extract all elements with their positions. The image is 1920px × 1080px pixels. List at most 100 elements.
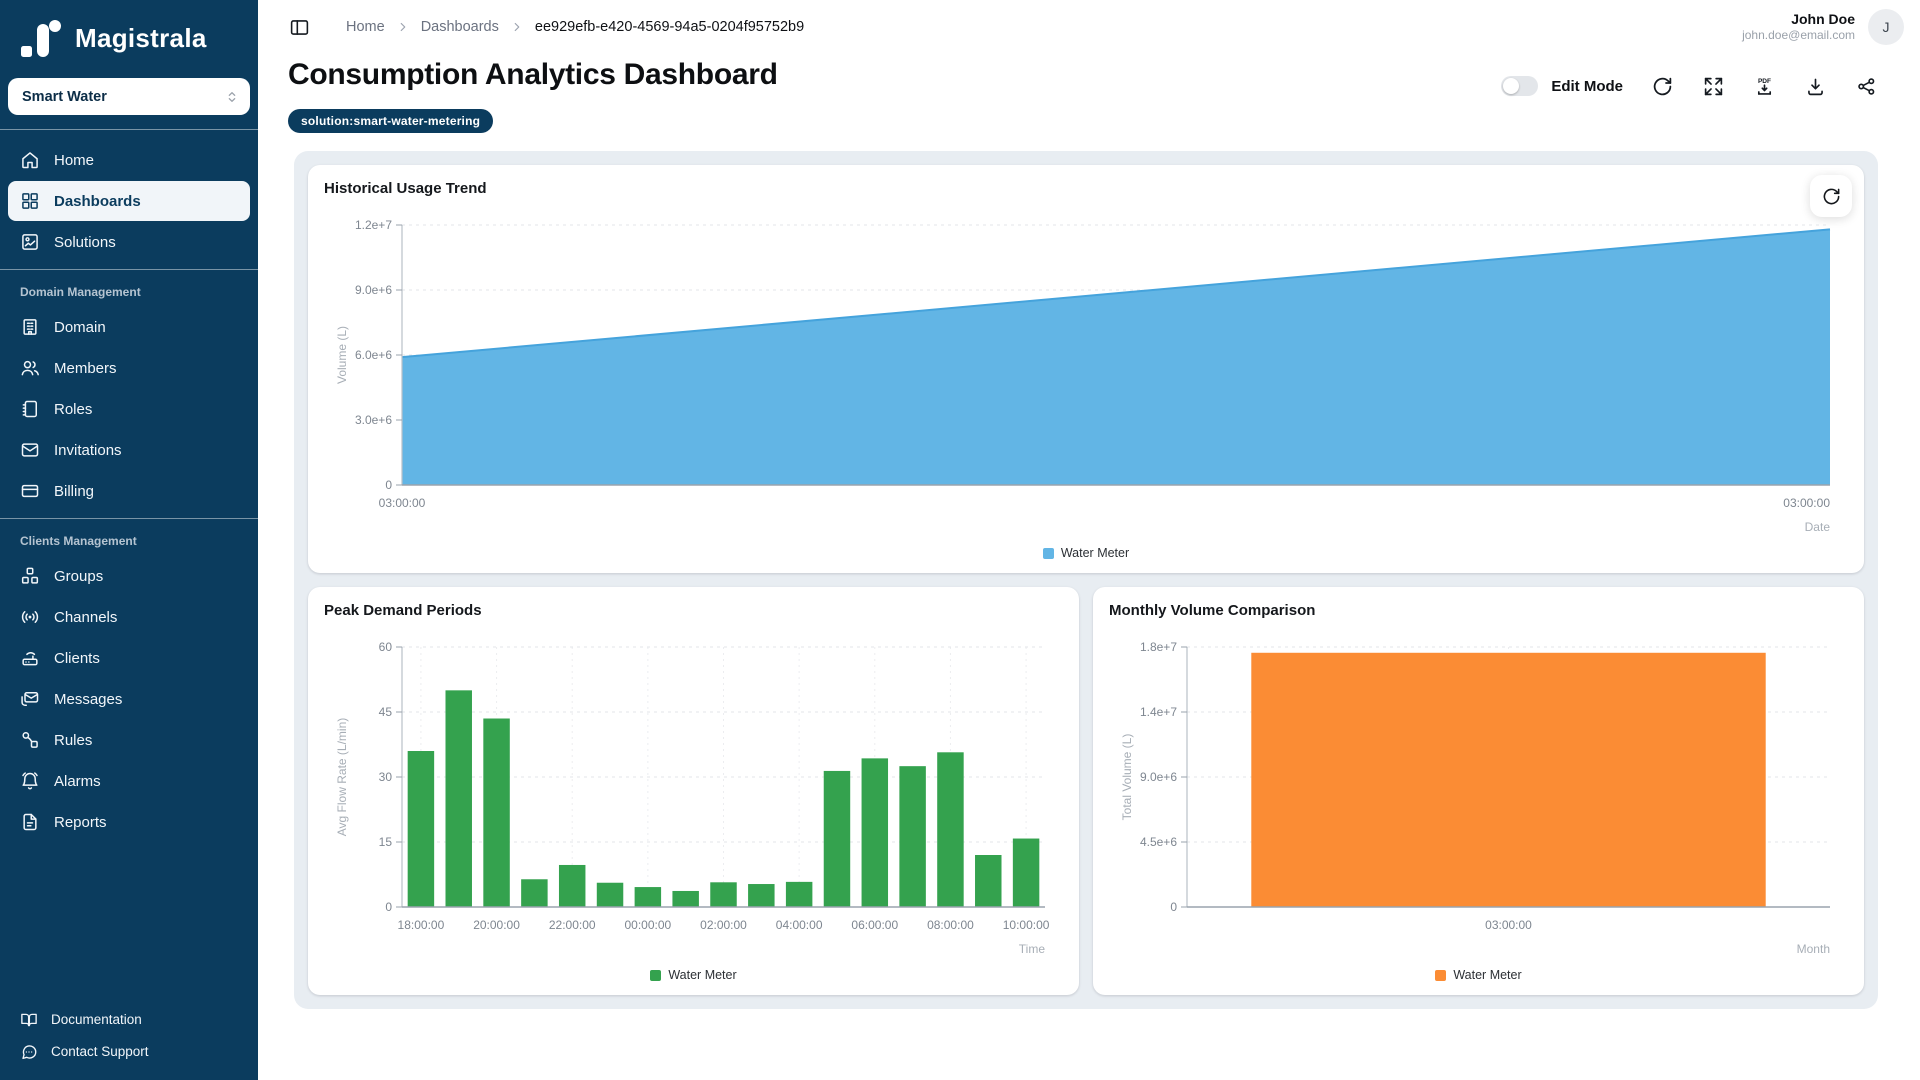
sidebar-nav-clients: Groups Channels Clients Messages Rules A… — [0, 555, 258, 849]
sidebar-item-roles[interactable]: Roles — [8, 389, 250, 429]
chart-legend-water-meter[interactable]: Water Meter — [324, 965, 1063, 985]
fullscreen-button[interactable] — [1701, 74, 1725, 98]
sidebar-divider — [0, 518, 258, 519]
sidebar-item-invitations[interactable]: Invitations — [8, 430, 250, 470]
sidebar-item-domain[interactable]: Domain — [8, 307, 250, 347]
chart-legend-water-meter[interactable]: Water Meter — [1109, 965, 1848, 985]
edit-mode-label: Edit Mode — [1551, 77, 1623, 95]
chevrons-up-down-icon — [228, 91, 236, 102]
sidebar-item-contact-support[interactable]: Contact Support — [8, 1036, 250, 1067]
svg-text:Date: Date — [1805, 520, 1831, 534]
sidebar-divider — [0, 269, 258, 270]
legend-swatch — [650, 969, 662, 981]
refresh-button[interactable] — [1650, 74, 1674, 98]
panel-left-icon — [290, 19, 308, 35]
sidebar-footer: Documentation Contact Support — [0, 997, 258, 1080]
svg-text:0: 0 — [1170, 900, 1177, 914]
svg-text:18:00:00: 18:00:00 — [398, 918, 445, 932]
sidebar-nav-domain: Domain Members Roles Invitations Billing — [0, 306, 258, 518]
sidebar-nav-main: Home Dashboards Solutions — [0, 130, 258, 269]
chevron-right-icon — [510, 20, 524, 34]
fullscreen-icon — [1704, 77, 1722, 95]
chevron-right-icon — [396, 20, 410, 34]
sidebar-item-dashboards[interactable]: Dashboards — [8, 181, 250, 221]
sidebar-item-billing[interactable]: Billing — [8, 471, 250, 511]
mail-icon — [21, 443, 39, 457]
sidebar-item-channels[interactable]: Channels — [8, 597, 250, 637]
sidebar-item-reports[interactable]: Reports — [8, 802, 250, 842]
share-button[interactable] — [1854, 74, 1878, 98]
sidebar-item-clients[interactable]: Clients — [8, 638, 250, 678]
home-icon — [22, 152, 38, 169]
chart-legend-water-meter[interactable]: Water Meter — [324, 543, 1848, 563]
chart-title: Peak Demand Periods — [324, 602, 482, 619]
boxes-icon — [21, 567, 39, 584]
breadcrumb-dashboards[interactable]: Dashboards — [420, 19, 499, 35]
sidebar-item-solutions[interactable]: Solutions — [8, 222, 250, 262]
svg-text:45: 45 — [379, 705, 393, 719]
svg-text:Volume (L): Volume (L) — [335, 326, 349, 384]
main-area: Home Dashboards ee929efb-e420-4569-94a5-… — [258, 0, 1920, 1080]
svg-text:0: 0 — [385, 900, 392, 914]
chart-title: Historical Usage Trend — [324, 180, 487, 197]
svg-text:10:00:00: 10:00:00 — [1003, 918, 1050, 932]
solution-tag-badge: solution:smart-water-metering — [288, 109, 494, 133]
avatar[interactable]: J — [1868, 9, 1904, 45]
svg-text:1.8e+7: 1.8e+7 — [1140, 640, 1177, 654]
sidebar-toggle-button[interactable] — [284, 12, 314, 42]
svg-text:PDF: PDF — [1757, 78, 1770, 85]
sidebar-item-groups[interactable]: Groups — [8, 556, 250, 596]
chart-title: Monthly Volume Comparison — [1109, 602, 1316, 619]
sidebar-item-rules[interactable]: Rules — [8, 720, 250, 760]
book-open-icon — [21, 1013, 37, 1026]
download-icon — [1807, 78, 1823, 95]
legend-swatch — [1042, 547, 1054, 559]
sidebar-item-alarms[interactable]: Alarms — [8, 761, 250, 801]
svg-text:3.0e+6: 3.0e+6 — [355, 413, 392, 427]
sidebar-divider — [0, 129, 258, 130]
dashboard-panel: Historical Usage Trend 03:00:00 03:00:00 0… — [294, 151, 1878, 1009]
historical-usage-trend-area-chart: 03:00:00 03:00:00 0 3.0e+6 6.0e+6 9.0e+6 1.2e+… — [335, 218, 1831, 534]
svg-text:08:00:00: 08:00:00 — [927, 918, 974, 932]
svg-text:60: 60 — [379, 640, 393, 654]
breadcrumb-current-dashboard-id: ee929efb-e420-4569-94a5-0204f95752b9 — [534, 19, 805, 35]
chart-refresh-button[interactable] — [1810, 175, 1852, 217]
export-pdf-button[interactable]: PDF — [1752, 74, 1776, 98]
section-label-clients-management: Clients Management — [20, 534, 137, 548]
message-circle-icon — [22, 1044, 37, 1059]
user-block: John Doe john.doe@email.com J — [1742, 9, 1904, 45]
dashboard-toolbar: Edit Mode PDF — [1501, 74, 1878, 98]
svg-text:6.0e+6: 6.0e+6 — [355, 348, 392, 362]
chart-card-historical-usage-trend: Historical Usage Trend 03:00:00 03:00:00 0… — [308, 165, 1864, 573]
page-title: Consumption Analytics Dashboard — [288, 58, 778, 91]
section-label-domain-management: Domain Management — [20, 285, 141, 299]
credit-card-icon — [21, 484, 39, 498]
svg-text:Time: Time — [1019, 942, 1046, 956]
svg-text:9.0e+6: 9.0e+6 — [355, 283, 392, 297]
sidebar-item-home[interactable]: Home — [8, 140, 250, 180]
svg-text:1.2e+7: 1.2e+7 — [355, 218, 392, 232]
svg-text:02:00:00: 02:00:00 — [700, 918, 747, 932]
download-button[interactable] — [1803, 74, 1827, 98]
building-icon — [23, 319, 37, 335]
app-logo: Magistrala — [0, 0, 258, 72]
sidebar-item-messages[interactable]: Messages — [8, 679, 250, 719]
svg-text:03:00:00: 03:00:00 — [1485, 918, 1532, 932]
svg-text:00:00:00: 00:00:00 — [624, 918, 671, 932]
top-bar: Home Dashboards ee929efb-e420-4569-94a5-… — [258, 0, 1920, 54]
sidebar-item-members[interactable]: Members — [8, 348, 250, 388]
monthly-volume-comparison-bar-chart: 03:00:00 0 4.5e+6 9.0e+6 1.4e+7 1.8e+7 Total V… — [1120, 640, 1830, 956]
magistrala-logo-icon — [21, 16, 62, 60]
chart-card-peak-demand-periods: Peak Demand Periods 18:00:00 20:00:00 22:0… — [308, 587, 1079, 995]
app-name: Magistrala — [75, 22, 207, 53]
chart-card-monthly-volume-comparison: Monthly Volume Comparison 03:00:00 0 4.5e+… — [1093, 587, 1864, 995]
edit-mode-toggle[interactable] — [1501, 76, 1539, 96]
workspace-select[interactable]: Smart Water — [8, 78, 250, 115]
layout-grid-icon — [22, 193, 38, 209]
breadcrumb-home[interactable]: Home — [346, 19, 385, 35]
svg-text:04:00:00: 04:00:00 — [776, 918, 823, 932]
sidebar-item-documentation[interactable]: Documentation — [8, 1004, 250, 1035]
svg-text:20:00:00: 20:00:00 — [473, 918, 520, 932]
legend-label: Water Meter — [1060, 546, 1130, 560]
svg-text:Month: Month — [1797, 942, 1830, 956]
